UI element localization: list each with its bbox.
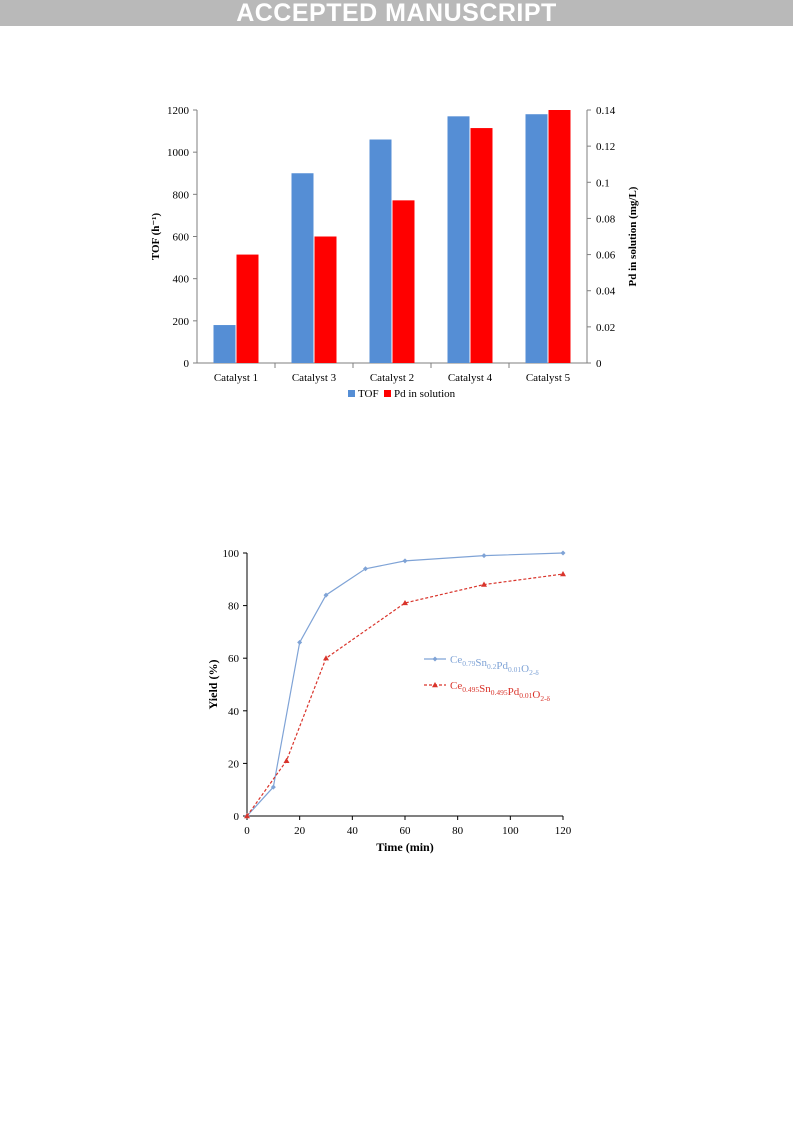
- formula-subscript: 0.495: [462, 685, 479, 694]
- right-tick-label: 0: [596, 358, 602, 370]
- left-tick-label: 1000: [167, 147, 190, 159]
- pd-bar: [236, 254, 259, 363]
- legend-label-series-1: Ce0.79Sn0.2Pd0.01O2-δ: [450, 654, 539, 677]
- data-point-series-1: [402, 558, 408, 564]
- formula-subscript: 0.495: [491, 688, 508, 697]
- pd-bar: [392, 200, 415, 363]
- series-line-1: [246, 552, 564, 817]
- left-tick-label: 600: [173, 232, 190, 244]
- y-tick-label: 60: [228, 653, 240, 665]
- data-point-series-1: [560, 550, 566, 556]
- formula-element: Pd: [496, 660, 508, 672]
- legend-label-tof: TOF: [358, 388, 379, 400]
- x-tick-label: 100: [502, 825, 519, 837]
- data-point-series-1: [297, 639, 303, 645]
- category-label: Catalyst 4: [448, 372, 493, 384]
- y-tick-label: 80: [228, 601, 240, 613]
- category-label: Catalyst 2: [370, 372, 414, 384]
- pd-bar: [470, 128, 493, 363]
- pd-bar: [314, 236, 337, 363]
- tof-bar: [525, 114, 548, 363]
- x-tick-label: 80: [452, 825, 464, 837]
- legend-label-series-2: Ce0.495Sn0.495Pd0.01O2-δ: [450, 680, 551, 703]
- tof-pd-bar-chart: 0 200 400 600 800 1000 1200 0 0.02 0.04 0.06 0.08 0.…: [150, 105, 639, 400]
- x-tick-label: 20: [294, 825, 306, 837]
- yield-time-line-chart: 0 20 40 60 80 100 0 20 40 60 80 100 120 Yield (%) Time…: [206, 548, 572, 854]
- data-point-series-2: [244, 813, 250, 819]
- y-axis-title: TOF (h⁻¹): [150, 213, 162, 261]
- formula-subscript: 2-δ: [529, 668, 539, 677]
- tof-bar: [213, 325, 236, 363]
- data-point-series-2: [323, 655, 329, 661]
- tof-bar: [447, 116, 470, 363]
- y-tick-label: 20: [228, 758, 240, 770]
- legend-marker-series-1: [432, 656, 438, 662]
- x-tick-label: 60: [400, 825, 412, 837]
- legend-marker-series-2: [432, 682, 438, 688]
- legend-swatch-tof: [348, 390, 355, 397]
- data-point-series-2: [560, 571, 566, 577]
- x-tick-label: 40: [347, 825, 359, 837]
- data-point-series-2: [283, 757, 290, 763]
- formula-element: Sn: [479, 683, 491, 695]
- right-tick-label: 0.04: [596, 286, 616, 298]
- category-label: Catalyst 5: [526, 372, 571, 384]
- data-point-series-1: [363, 566, 368, 572]
- right-tick-label: 0.08: [596, 213, 616, 225]
- left-tick-label: 800: [173, 189, 190, 201]
- legend-swatch-pd: [384, 390, 391, 397]
- y-axis-title: Yield (%): [206, 660, 220, 710]
- formula-element: O: [521, 663, 529, 675]
- formula-subscript: 0.01: [508, 665, 521, 674]
- tof-bar: [369, 139, 392, 363]
- legend-label-pd: Pd in solution: [394, 388, 456, 400]
- formula-element: Ce: [450, 680, 462, 692]
- pd-bar: [548, 110, 571, 363]
- category-label: Catalyst 3: [292, 372, 337, 384]
- right-tick-label: 0.12: [596, 141, 615, 153]
- right-tick-label: 0.1: [596, 177, 610, 189]
- right-tick-label: 0.06: [596, 250, 616, 262]
- left-tick-label: 400: [173, 274, 190, 286]
- data-point-series-1: [481, 553, 487, 559]
- category-label: Catalyst 1: [214, 372, 258, 384]
- formula-element: Pd: [508, 686, 520, 698]
- formula-subscript: 0.79: [462, 659, 475, 668]
- data-point-series-1: [323, 592, 329, 598]
- left-tick-label: 1200: [167, 105, 190, 117]
- y-tick-label: 100: [223, 548, 240, 560]
- formula-subscript: 0.01: [519, 691, 532, 700]
- formula-subscript: 2-δ: [540, 694, 550, 703]
- formula-element: O: [532, 689, 540, 701]
- data-point-series-1: [270, 784, 276, 790]
- right-tick-label: 0.02: [596, 322, 615, 334]
- formula-subscript: 0.2: [487, 662, 497, 671]
- series-line-2: [246, 573, 564, 817]
- data-point-series-2: [481, 581, 487, 587]
- formula-element: Sn: [475, 657, 487, 669]
- x-tick-label: 0: [244, 825, 250, 837]
- x-tick-label: 120: [555, 825, 572, 837]
- x-axis-title: Time (min): [376, 840, 433, 854]
- tof-bar: [291, 173, 314, 363]
- formula-element: Ce: [450, 654, 462, 666]
- y2-axis-title: Pd in solution (mg/L): [627, 186, 639, 286]
- accepted-manuscript-banner: ACCEPTED MANUSCRIPT: [0, 0, 793, 27]
- left-tick-label: 200: [173, 316, 190, 328]
- right-tick-label: 0.14: [596, 105, 616, 117]
- data-point-series-2: [402, 599, 408, 606]
- y-tick-label: 0: [234, 811, 240, 823]
- y-tick-label: 40: [228, 706, 240, 718]
- left-tick-label: 0: [184, 358, 190, 370]
